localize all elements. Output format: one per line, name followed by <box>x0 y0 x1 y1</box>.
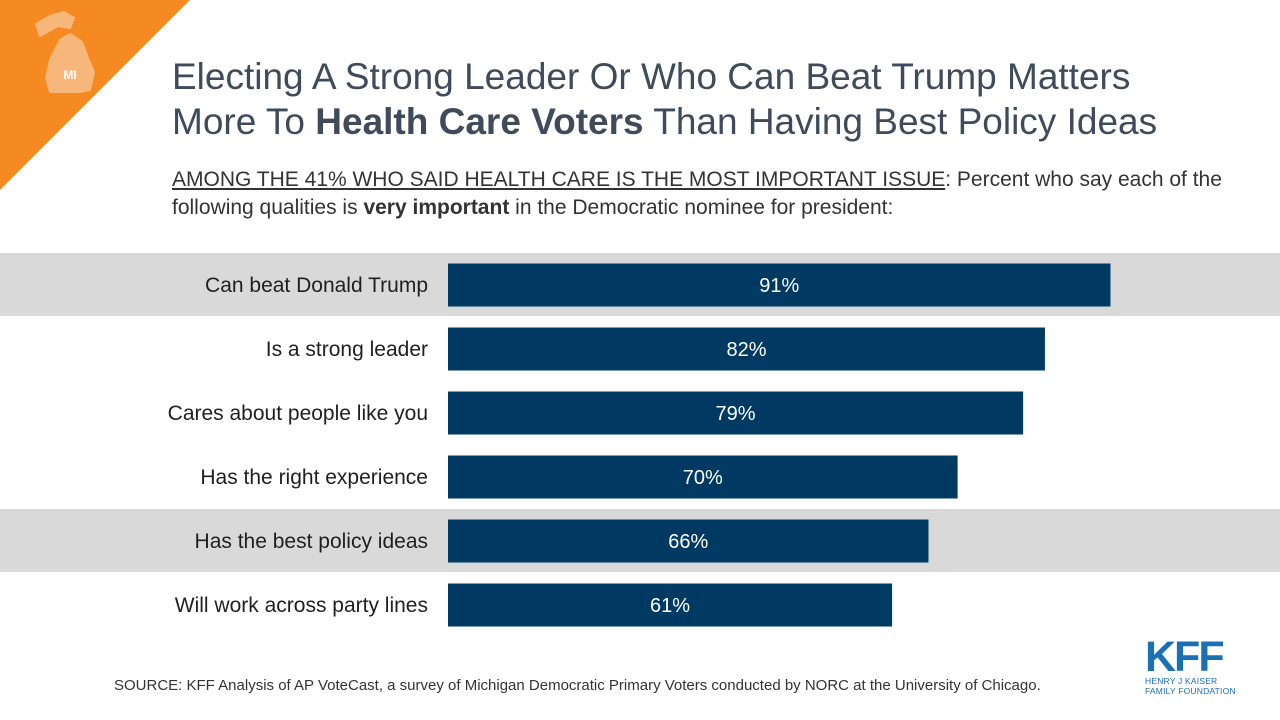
kff-logo-line2: FAMILY FOUNDATION <box>1145 686 1236 696</box>
title-line2-bold: Health Care Voters <box>315 101 644 142</box>
bar <box>448 391 1024 435</box>
data-label: 79% <box>716 403 756 425</box>
corner-banner: MI <box>0 0 190 190</box>
title-line1: Electing A Strong Leader Or Who Can Beat… <box>172 56 1131 97</box>
source-note: SOURCE: KFF Analysis of AP VoteCast, a s… <box>114 677 1041 694</box>
kff-logo: KFF HENRY J KAISER FAMILY FOUNDATION <box>1145 633 1245 697</box>
data-label: 61% <box>650 595 690 617</box>
kff-logo-mark: KFF <box>1145 633 1225 681</box>
michigan-map-icon <box>35 11 95 93</box>
title-line2-post: Than Having Best Policy Ideas <box>643 101 1158 142</box>
data-label: 70% <box>683 467 723 489</box>
category-label: Will work across party lines <box>175 594 428 617</box>
category-label: Has the best policy ideas <box>195 530 428 553</box>
state-badge: MI <box>63 68 76 82</box>
category-label: Can beat Donald Trump <box>205 274 428 297</box>
corner-triangle <box>0 0 190 190</box>
bar <box>448 583 893 627</box>
data-label: 66% <box>668 531 708 553</box>
bar-chart: Can beat Donald Trump 91% Is a strong lead… <box>0 253 1280 627</box>
title-line2-pre: More To <box>172 101 316 142</box>
page-title: Electing A Strong Leader Or Who Can Beat… <box>172 54 1262 144</box>
category-label: Is a strong leader <box>266 338 428 361</box>
bar <box>448 263 1111 307</box>
subtitle-end: in the Democratic nominee for president: <box>509 196 894 219</box>
subtitle-bold: very important <box>363 196 510 219</box>
category-label: Cares about people like you <box>168 402 428 425</box>
subtitle: AMONG THE 41% WHO SAID HEALTH CARE IS TH… <box>172 166 1242 222</box>
bar <box>448 455 958 499</box>
data-label: 82% <box>726 339 766 361</box>
category-label: Has the right experience <box>200 466 428 489</box>
bar <box>448 327 1045 371</box>
subtitle-after-colon: : Percent who say each of the following … <box>172 168 1222 219</box>
subtitle-underlined: AMONG THE 41% WHO SAID HEALTH CARE IS TH… <box>172 168 946 191</box>
data-label: 91% <box>759 275 799 297</box>
kff-logo-line1: HENRY J KAISER <box>1145 676 1218 686</box>
bar <box>448 519 929 563</box>
